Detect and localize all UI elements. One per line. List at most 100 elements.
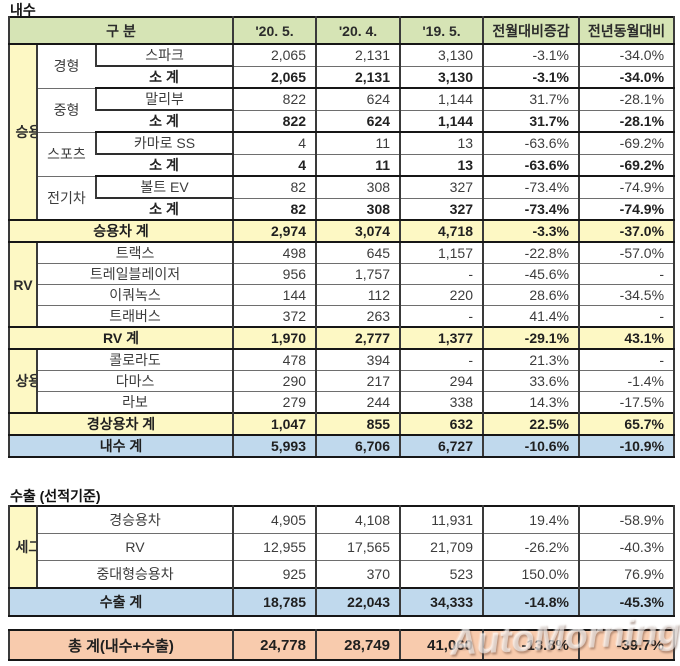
cell: 13 xyxy=(399,131,485,155)
model-name: 말리부 xyxy=(94,87,235,111)
subtotal-label: 소 계 xyxy=(96,109,235,133)
cell: -34.0% xyxy=(578,65,676,89)
cell: -26.2% xyxy=(482,533,580,561)
cell: 18,785 xyxy=(232,587,317,617)
export-section-title: 수출 (선적기준) xyxy=(10,488,101,504)
header-month-prev: '20. 4. xyxy=(315,16,402,45)
cell: -74.9% xyxy=(578,197,676,221)
cell: -34.0% xyxy=(578,43,676,67)
cell: 1,970 xyxy=(232,326,318,350)
cell: 34,333 xyxy=(399,587,484,617)
cell: -28.1% xyxy=(578,87,676,111)
row-bolt: 전기차 볼트 EV 82 308 327 -73.4% -74.9% xyxy=(9,175,676,221)
header-gubun: 구 분 xyxy=(7,16,235,45)
cell: -58.9% xyxy=(578,505,675,534)
cell: 2,131 xyxy=(315,43,402,67)
group-passenger-text: 승용 xyxy=(15,123,36,140)
header-yoy-change: 전년동월대비 xyxy=(578,16,676,45)
cell: -57.0% xyxy=(578,241,676,264)
row-grand-total: 총 계(내수+수출) 24,778 28,749 41,060 -13.8% -39.7… xyxy=(8,629,675,661)
row-camaro-subtotal: 소 계 4 11 13 -63.6% -69.2% xyxy=(9,153,676,177)
cell: 2,065 xyxy=(232,43,318,67)
group-commercial-label: 상용 xyxy=(8,348,38,414)
cell: -69.2% xyxy=(578,131,676,155)
header-month-current: '20. 5. xyxy=(232,16,318,45)
model-name: 라보 xyxy=(35,391,235,414)
cell: 822 xyxy=(232,109,318,133)
cell: -39.7% xyxy=(578,629,675,661)
segment-name: 경승용차 xyxy=(36,505,234,534)
domestic-section-title: 내수 xyxy=(10,2,36,18)
cell: - xyxy=(578,305,676,328)
cell: 5,993 xyxy=(232,434,318,458)
cell: 244 xyxy=(315,391,402,414)
cell: 263 xyxy=(315,305,402,328)
cell: 31.7% xyxy=(482,87,581,111)
cell: -45.3% xyxy=(578,587,675,617)
segment-name: 중대형승용차 xyxy=(36,560,234,589)
cell: 112 xyxy=(315,284,402,306)
cell: 956 xyxy=(232,263,318,285)
cell: -29.1% xyxy=(482,326,581,350)
subgroup-mini-label: 경형 xyxy=(36,43,97,89)
cell: - xyxy=(399,348,485,371)
cell: -3.1% xyxy=(482,65,581,89)
cell: -3.3% xyxy=(482,219,581,243)
grand-total-table: 총 계(내수+수출) 24,778 28,749 41,060 -13.8% -39.7… xyxy=(8,629,675,661)
cell: 523 xyxy=(399,560,484,589)
cell: 2,131 xyxy=(315,65,402,89)
model-name: 트레일블레이저 xyxy=(35,263,235,285)
cell: 370 xyxy=(315,560,401,589)
cell: 308 xyxy=(315,197,402,221)
cell: 21,709 xyxy=(399,533,484,561)
cell: 11 xyxy=(315,153,402,177)
cell: -1.4% xyxy=(578,370,676,392)
commercial-total-label: 경상용차 계 xyxy=(7,412,235,436)
cell: 22.5% xyxy=(482,412,581,436)
cell: 4,718 xyxy=(399,219,485,243)
cell: - xyxy=(399,263,485,285)
subgroup-sports-label: 스포츠 xyxy=(36,131,97,177)
cell: 1,144 xyxy=(399,109,485,133)
row-domestic-total: 내수 계 5,993 6,706 6,727 -10.6% -10.9% xyxy=(7,434,676,458)
model-name: 콜로라도 xyxy=(35,348,235,371)
cell: 308 xyxy=(315,175,402,199)
cell: 1,377 xyxy=(399,326,485,350)
cell: - xyxy=(578,263,676,285)
row-traverse: 트래버스 372 263-41.4% - xyxy=(9,305,676,328)
cell: 478 xyxy=(232,348,318,371)
header-mom-change: 전월대비증감 xyxy=(482,16,581,45)
cell: 82 xyxy=(232,197,318,221)
cell: -63.6% xyxy=(482,153,581,177)
cell: -10.6% xyxy=(482,434,581,458)
cell: 6,706 xyxy=(315,434,402,458)
grand-total-label: 총 계(내수+수출) xyxy=(8,629,234,661)
cell: - xyxy=(399,305,485,328)
cell: 624 xyxy=(315,87,402,111)
export-total-label: 수출 계 xyxy=(8,587,234,617)
cell: -45.6% xyxy=(482,263,581,285)
cell: 21.3% xyxy=(482,348,581,371)
cell: 31.7% xyxy=(482,109,581,133)
row-export-total: 수출 계 18,785 22,043 34,333 -14.8% -45.3% xyxy=(8,587,675,617)
cell: 4 xyxy=(232,153,318,177)
rv-total-label: RV 계 xyxy=(7,326,235,350)
cell: 14.3% xyxy=(482,391,581,414)
subtotal-label: 소 계 xyxy=(96,153,235,177)
cell: 290 xyxy=(232,370,318,392)
subgroup-mid-label: 중형 xyxy=(36,87,97,133)
cell: 498 xyxy=(232,241,318,264)
cell: 2,777 xyxy=(315,326,402,350)
cell: 33.6% xyxy=(482,370,581,392)
cell: 220 xyxy=(399,284,485,306)
domestic-sales-table: 구 분 '20. 5. '20. 4. '19. 5. 전월대비증감 전년동월대… xyxy=(7,16,676,458)
cell: 24,778 xyxy=(232,629,317,661)
header-row: 구 분 '20. 5. '20. 4. '19. 5. 전월대비증감 전년동월대… xyxy=(7,16,676,45)
cell: -34.5% xyxy=(578,284,676,306)
cell: 17,565 xyxy=(315,533,401,561)
row-spark-subtotal: 소 계 2,065 2,131 3,130 -3.1% -34.0% xyxy=(9,65,676,89)
row-equinox: 이쿼녹스 144 112 220 28.6% -34.5% xyxy=(9,284,676,306)
